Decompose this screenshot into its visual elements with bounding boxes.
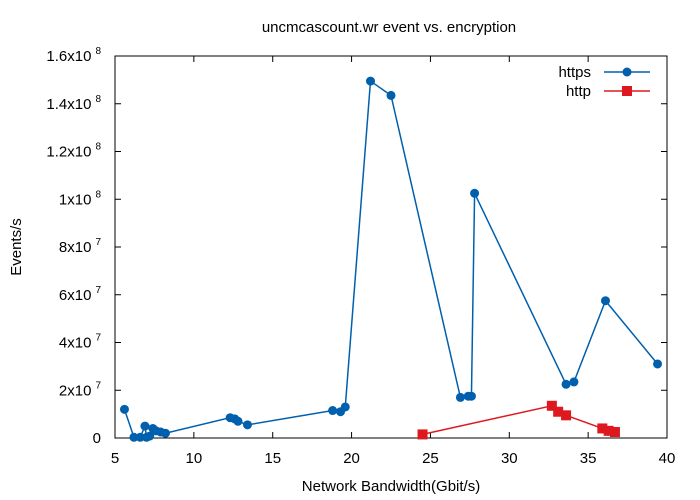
data-point (553, 406, 564, 417)
y-axis-title: Events/s (8, 218, 25, 276)
y-tick-label: 2x10 7 (59, 380, 102, 399)
x-tick-label: 10 (186, 450, 203, 467)
data-point (386, 90, 396, 100)
data-point (597, 423, 608, 434)
y-tick-label-base: 4x10 (59, 335, 92, 352)
data-point (609, 427, 620, 438)
data-point (242, 420, 252, 430)
y-tick-label-exponent: 8 (95, 142, 101, 153)
x-tick-label: 5 (111, 450, 119, 467)
x-tick-label: 20 (343, 450, 360, 467)
legend-marker (622, 67, 632, 77)
y-tick-label-exponent: 8 (95, 189, 101, 200)
legend: https http (558, 64, 650, 100)
data-point (561, 379, 571, 389)
data-point (328, 406, 338, 416)
y-tick-label: 0 (93, 430, 101, 447)
legend-marker (622, 86, 632, 96)
x-tick-label: 40 (659, 450, 676, 467)
y-tick-label-base: 6x10 (59, 287, 92, 304)
data-point (233, 416, 243, 426)
data-point (129, 432, 139, 442)
data-point (470, 188, 480, 198)
data-point (340, 402, 350, 412)
data-point (569, 377, 579, 387)
y-tick-label-base: 8x10 (59, 239, 92, 256)
y-tick-label-base: 1.2x10 (46, 144, 91, 161)
y-tick-label: 1.6x10 8 (46, 46, 101, 65)
data-point (653, 359, 663, 369)
data-point (603, 425, 614, 436)
data-point (119, 404, 129, 414)
y-tick-label-base: 0 (93, 430, 101, 447)
y-tick-label: 1.4x10 8 (46, 94, 101, 113)
data-point (140, 421, 150, 431)
legend-label: http (566, 83, 591, 100)
y-tick-label-base: 1.4x10 (46, 96, 91, 113)
x-tick-label: 25 (422, 450, 439, 467)
data-point (546, 400, 557, 411)
x-tick-label: 30 (501, 450, 518, 467)
y-tick-label-exponent: 7 (95, 285, 101, 296)
y-tick-label-exponent: 7 (95, 333, 101, 344)
data-point (455, 392, 465, 402)
y-tick-label-base: 1x10 (59, 191, 92, 208)
chart-title: uncmcascount.wr event vs. encryption (262, 19, 516, 36)
data-point (160, 428, 170, 438)
y-tick-label-exponent: 8 (95, 46, 101, 57)
y-tick-label-exponent: 8 (95, 94, 101, 105)
plot-frame (114, 55, 668, 439)
y-tick-label: 8x10 7 (59, 237, 102, 256)
y-tick-label-base: 2x10 (59, 382, 92, 399)
y-tick-label: 1.2x10 8 (46, 142, 101, 161)
y-tick-label-exponent: 7 (95, 237, 101, 248)
x-axis-title: Network Bandwidth(Gbit/s) (302, 478, 480, 495)
series-http (417, 400, 620, 440)
x-tick-label: 35 (580, 450, 597, 467)
data-point (145, 431, 155, 441)
x-axis: 5 10 15 20 25 30 35 40 (111, 56, 676, 467)
data-point (365, 76, 375, 86)
y-tick-label: 1x10 8 (59, 189, 102, 208)
legend-label: https (558, 64, 591, 81)
data-point (417, 429, 428, 440)
series-https (119, 76, 663, 442)
data-point (466, 391, 476, 401)
series-layer (119, 76, 663, 442)
y-tick-label-exponent: 7 (95, 380, 101, 391)
x-tick-label: 15 (264, 450, 281, 467)
data-point (135, 432, 145, 442)
data-point (561, 410, 572, 421)
y-tick-label: 6x10 7 (59, 285, 102, 304)
y-tick-label-base: 1.6x10 (46, 48, 91, 65)
y-tick-label: 4x10 7 (59, 333, 102, 352)
data-point (600, 296, 610, 306)
series-line (422, 404, 616, 436)
